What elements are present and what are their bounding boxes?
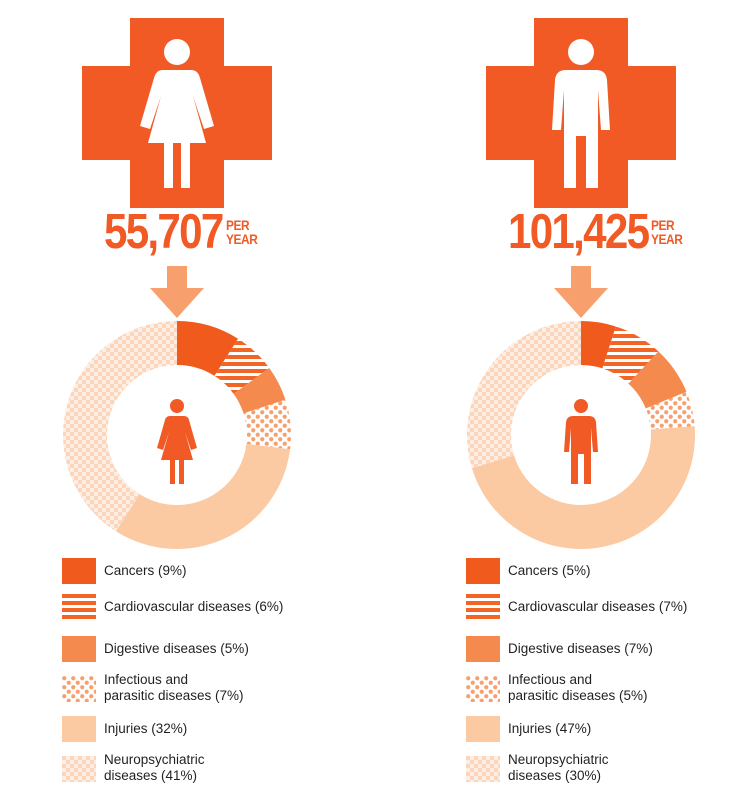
legend-item: Cancers (9%) [62, 558, 392, 598]
slice-digestive [628, 351, 687, 409]
arrow-down-icon [554, 266, 608, 318]
female-figure-icon [140, 39, 214, 188]
legend-swatch [466, 756, 500, 782]
legend-swatch [466, 676, 500, 702]
female-figure-icon [157, 399, 197, 484]
per-year-label: PER YEAR [651, 217, 683, 247]
legend-label: Cancers (5%) [508, 563, 591, 578]
legend-label: Injuries (47%) [508, 721, 592, 736]
medical-cross-icon [82, 18, 272, 208]
legend-label: Infectious and parasitic diseases (7%) [104, 672, 244, 703]
count-value: 101,425 [508, 205, 650, 259]
slice-neuropsychiatric [467, 321, 581, 469]
legend-swatch [466, 716, 500, 742]
male-figure-icon [552, 39, 610, 188]
slice-neuropsychiatric [62, 321, 177, 532]
legend-item: Injuries (47%) [466, 716, 754, 756]
legend-item: Infectious and parasitic diseases (7%) [62, 672, 392, 712]
legend-label: Digestive diseases (7%) [508, 641, 653, 656]
slice-digestive [233, 367, 286, 414]
donut-chart [467, 321, 695, 549]
arrow-down-icon [150, 266, 204, 318]
legend-label: Cancers (9%) [104, 563, 187, 578]
legend-item: Neuropsychiatric diseases (30%) [466, 752, 754, 792]
legend-swatch [466, 558, 500, 584]
legend-item: Cardiovascular diseases (7%) [466, 594, 754, 634]
donut-chart [62, 321, 291, 549]
legend-item: Digestive diseases (7%) [466, 636, 754, 676]
count-value: 55,707 [104, 205, 224, 259]
legend-label: Injuries (32%) [104, 721, 188, 736]
legend-swatch [62, 716, 96, 742]
legend-item: Cardiovascular diseases (6%) [62, 594, 392, 634]
slice-infectious [243, 399, 291, 450]
legend-swatch [466, 636, 500, 662]
legend-swatch [466, 594, 500, 620]
legend-item: Neuropsychiatric diseases (41%) [62, 752, 392, 792]
legend-swatch [62, 558, 96, 584]
legend-swatch [62, 676, 96, 702]
legend-swatch [62, 594, 96, 620]
slice-infectious [645, 391, 695, 430]
male-panel: 101,425 PER YEAR Cancers (5%) Cardiovascu… [466, 0, 754, 798]
annual-count: 55,707 PER YEAR [104, 206, 263, 258]
per-year-label: PER YEAR [225, 217, 258, 247]
slice-injuries [115, 443, 291, 549]
annual-count: 101,425 PER YEAR [508, 206, 688, 258]
medical-cross-icon [486, 18, 676, 208]
legend-label: Neuropsychiatric diseases (30%) [508, 752, 609, 783]
legend-label: Neuropsychiatric diseases (41%) [104, 752, 205, 783]
slice-cardiovascular [602, 326, 659, 384]
legend-item: Digestive diseases (5%) [62, 636, 392, 676]
slice-cardiovascular [214, 338, 270, 394]
legend-label: Digestive diseases (5%) [104, 641, 249, 656]
female-panel: 55,707 PER YEAR Cancers (9%) Cardiovascul… [62, 0, 392, 798]
legend-label: Infectious and parasitic diseases (5%) [508, 672, 648, 703]
legend-swatch [62, 756, 96, 782]
legend-item: Injuries (32%) [62, 716, 392, 756]
slice-injuries [471, 426, 695, 549]
slice-cancers [581, 321, 616, 369]
legend-label: Cardiovascular diseases (7%) [508, 599, 688, 614]
legend-label: Cardiovascular diseases (6%) [104, 599, 284, 614]
legend-swatch [62, 636, 96, 662]
legend-item: Infectious and parasitic diseases (5%) [466, 672, 754, 712]
legend-item: Cancers (5%) [466, 558, 754, 598]
male-figure-icon [564, 399, 598, 484]
slice-cancers [177, 321, 239, 376]
